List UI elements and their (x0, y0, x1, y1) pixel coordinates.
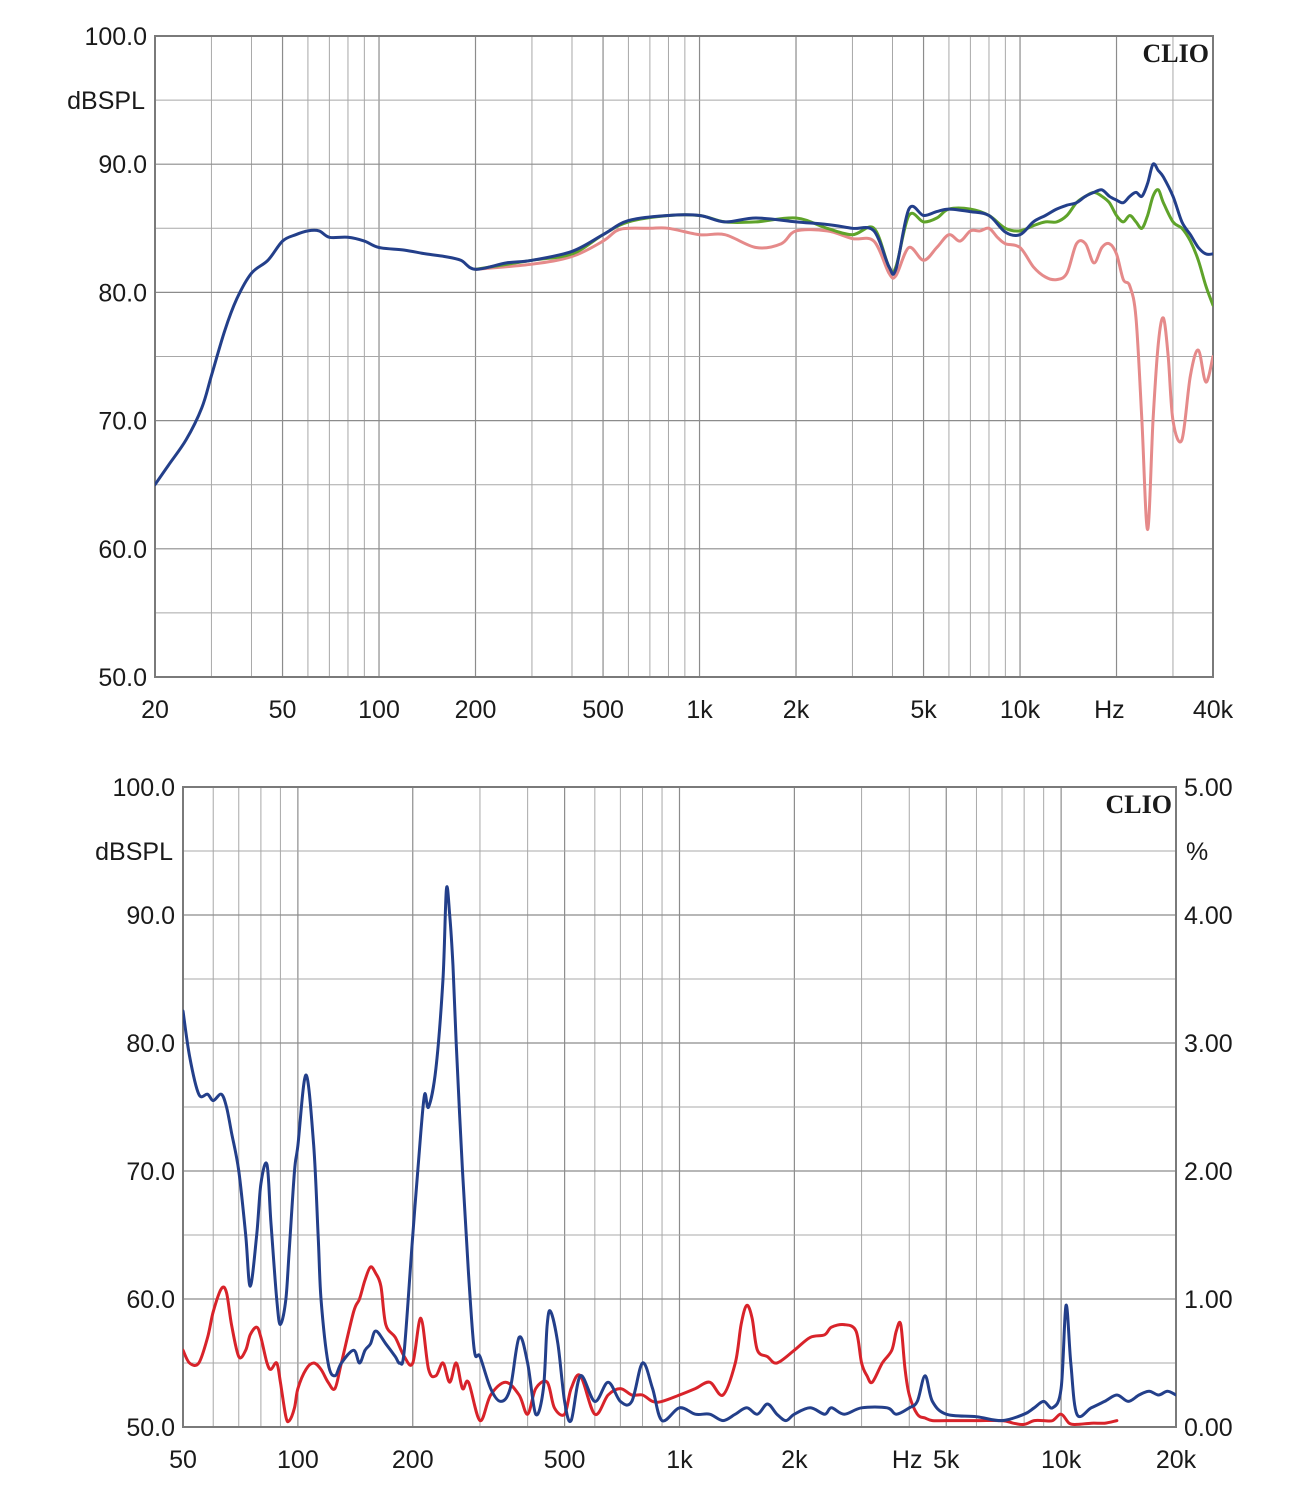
y-tick-label: 100.0 (112, 774, 175, 802)
y-tick-label: 70.0 (98, 408, 147, 436)
brand-label: CLIO (1106, 790, 1172, 819)
y-tick-label: 100.0 (84, 23, 147, 51)
series-line-red (183, 1265, 1119, 1427)
series-group (183, 885, 1176, 1427)
y2-tick-label: 1.00 (1184, 1286, 1233, 1314)
brand-label: CLIO (1143, 39, 1209, 68)
series-line-blue (155, 162, 1213, 487)
x-tick-label: 100 (277, 1446, 319, 1474)
y-tick-label: 80.0 (98, 279, 147, 307)
x-tick-label: 5k (910, 696, 937, 724)
x-tick-label: 100 (358, 696, 400, 724)
x-tick-label: 1k (666, 1446, 693, 1474)
x-tick-label: 2k (783, 696, 810, 724)
x-tick-label: 200 (455, 696, 497, 724)
x-tick-label: 10k (1000, 696, 1041, 724)
x-tick-label: 5k (933, 1446, 960, 1474)
chart-1: 100.0 90.0 80.0 70.0 60.0 50.0 dBSPL 20 50 100 200… (67, 23, 1233, 724)
x-axis-label: Hz (892, 1446, 923, 1474)
y-tick-label: 50.0 (98, 664, 147, 692)
y-tick-label: 70.0 (126, 1158, 175, 1186)
y-tick-label: 90.0 (126, 902, 175, 930)
grid (182, 786, 1177, 1428)
y2-axis-label: % (1186, 838, 1208, 866)
x-tick-label: 50 (169, 1446, 197, 1474)
series-line-pink (474, 226, 1213, 532)
series-line-blue (183, 885, 1176, 1424)
x-tick-label: 2k (781, 1446, 808, 1474)
y2-tick-label: 2.00 (1184, 1158, 1233, 1186)
y-tick-label: 80.0 (126, 1030, 175, 1058)
y2-tick-label: 3.00 (1184, 1030, 1233, 1058)
y-tick-label: 60.0 (98, 536, 147, 564)
x-axis-label: Hz (1094, 696, 1125, 724)
y-tick-label: 60.0 (126, 1286, 175, 1314)
y2-tick-label: 5.00 (1184, 774, 1233, 802)
x-tick-label: 20k (1156, 1446, 1197, 1474)
y-axis-label: dBSPL (67, 87, 145, 115)
x-tick-label: 200 (392, 1446, 434, 1474)
y-tick-label: 50.0 (126, 1414, 175, 1442)
x-tick-label: 40k (1193, 696, 1234, 724)
x-tick-label: 500 (582, 696, 624, 724)
x-tick-label: 500 (544, 1446, 586, 1474)
plot-frame (182, 786, 1177, 1428)
y2-tick-label: 0.00 (1184, 1414, 1233, 1442)
grid (154, 35, 1214, 678)
chart-2: 100.0 90.0 80.0 70.0 60.0 50.0 dBSPL 5.00 4.00 3.… (95, 774, 1233, 1474)
series-group (155, 162, 1213, 532)
series-line-green (474, 188, 1213, 307)
x-tick-label: 20 (141, 696, 169, 724)
y2-tick-label: 4.00 (1184, 902, 1233, 930)
x-tick-label: 1k (686, 696, 713, 724)
x-tick-label: 10k (1041, 1446, 1082, 1474)
y-axis-label: dBSPL (95, 838, 173, 866)
y-tick-label: 90.0 (98, 151, 147, 179)
x-tick-label: 50 (269, 696, 297, 724)
